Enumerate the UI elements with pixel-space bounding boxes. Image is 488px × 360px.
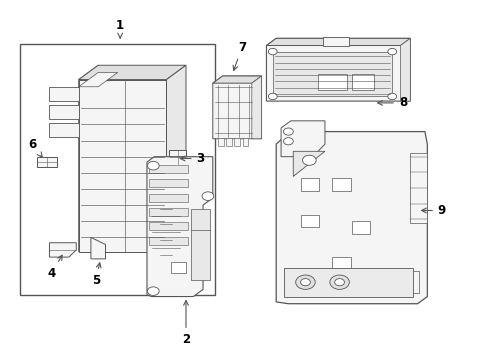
Polygon shape [79,80,166,252]
Bar [331,178,350,191]
Circle shape [268,93,277,100]
Bar [149,165,188,173]
Text: 2: 2 [182,301,190,346]
Polygon shape [166,65,185,252]
Circle shape [329,275,348,289]
Bar [149,194,188,202]
Text: 7: 7 [233,41,245,71]
Text: 9: 9 [421,204,445,217]
Bar [242,138,248,146]
Polygon shape [293,151,325,176]
Bar [217,138,223,146]
Circle shape [147,161,159,170]
Bar [149,222,188,230]
Polygon shape [212,76,261,139]
Polygon shape [251,76,261,139]
Text: 3: 3 [180,152,204,165]
Polygon shape [49,243,76,257]
Bar [149,237,188,244]
Bar [300,178,319,191]
Polygon shape [276,132,427,304]
Bar [190,209,210,280]
Polygon shape [49,105,79,119]
Bar [409,153,427,223]
Polygon shape [91,237,105,259]
Bar [20,44,215,295]
Polygon shape [281,121,325,157]
Circle shape [302,155,316,165]
Text: 6: 6 [28,138,42,157]
Bar [412,271,418,293]
Circle shape [202,192,213,201]
Bar [234,138,240,146]
Polygon shape [79,65,98,252]
Text: 1: 1 [116,19,124,38]
Bar [283,268,412,297]
Polygon shape [266,39,409,45]
Bar [331,257,350,270]
Polygon shape [171,262,185,273]
Bar [322,37,348,45]
Polygon shape [400,39,409,101]
Polygon shape [79,72,118,87]
Circle shape [283,138,293,145]
Polygon shape [79,65,185,80]
Bar [225,138,231,146]
Bar [300,215,319,226]
Polygon shape [266,39,409,101]
Bar [149,179,188,187]
Text: 8: 8 [377,96,407,109]
Circle shape [283,128,293,135]
Polygon shape [49,87,79,101]
Polygon shape [212,76,261,83]
Text: 5: 5 [91,263,101,287]
Polygon shape [147,157,212,297]
Circle shape [334,279,344,286]
Bar [272,51,391,96]
Bar [149,208,188,216]
Bar [351,74,373,90]
Polygon shape [168,149,185,164]
Text: 4: 4 [48,255,62,280]
Circle shape [147,287,159,296]
Circle shape [387,48,396,55]
Bar [351,221,369,234]
Polygon shape [49,123,79,137]
Circle shape [387,93,396,100]
Circle shape [295,275,315,289]
Bar [317,74,346,90]
Circle shape [268,48,277,55]
Polygon shape [37,157,57,167]
Circle shape [300,279,310,286]
